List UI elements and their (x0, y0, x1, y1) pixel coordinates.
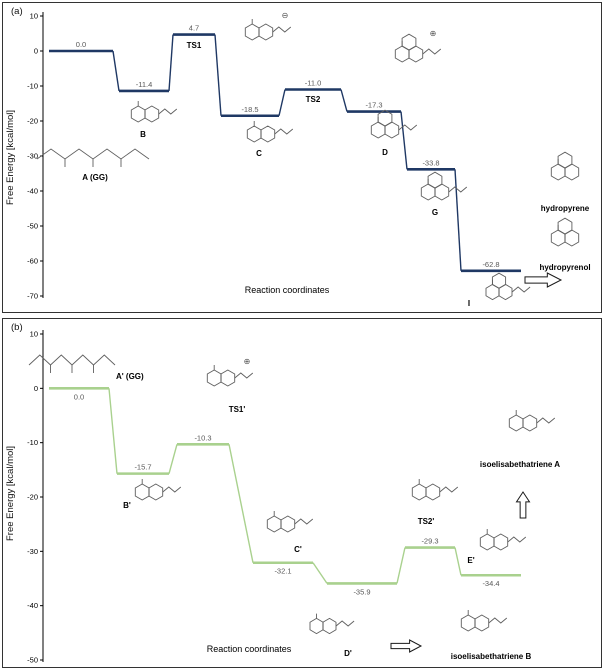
y-tick-label: -10 (27, 438, 38, 447)
profile-connector (312, 562, 328, 584)
structure-Aprime-GG (28, 354, 116, 373)
y-tick-label: 0 (34, 47, 38, 56)
state-label: A (GG) (82, 173, 108, 182)
energy-value-label: 0.0 (74, 392, 84, 401)
structure-G (420, 171, 468, 201)
state-label: TS2 (306, 95, 321, 104)
state-label: D' (344, 649, 352, 658)
charge-symbol: ⊕ (430, 29, 437, 38)
y-tick-label: 0 (34, 384, 38, 393)
energy-value-label: -11.4 (136, 80, 153, 89)
product-label: isoelisabethatriene B (451, 652, 532, 661)
energy-value-label: -15.7 (134, 463, 151, 472)
structure-TS1: ⊖ (244, 11, 292, 41)
state-label: D (382, 148, 388, 157)
profile-connector (228, 444, 254, 563)
y-tick-label: -10 (27, 82, 38, 91)
energy-value-label: -17.3 (365, 101, 382, 110)
y-tick-label: -50 (27, 656, 38, 665)
energy-value-label: -29.3 (421, 537, 438, 546)
panel-a: (a) Free Energy [kcal/mol] 10 0 -10 -20 -30 -… (2, 2, 602, 313)
charge-symbol: ⊖ (282, 11, 289, 20)
energy-value-label: -35.9 (353, 587, 370, 596)
profile-connector (454, 169, 462, 271)
structure-Bprime (134, 479, 182, 501)
structure-hydropyrenol (550, 217, 580, 247)
y-tick-label: -50 (27, 222, 38, 231)
state-label: A' (GG) (116, 372, 144, 381)
state-label: TS1' (229, 405, 246, 414)
state-label: B' (123, 501, 131, 510)
structure-isoelisabethatriene-B (460, 610, 508, 632)
energy-value-label: -18.5 (241, 105, 258, 114)
energy-diagram-a: 10 0 -10 -20 -30 -40 -50 -60 -70 0.0 A (GG) -11.4 B 4… (27, 11, 590, 308)
structure-isoelisabethatriene-A (508, 410, 556, 432)
profile-connector (454, 547, 462, 576)
y-tick-label: -30 (27, 152, 38, 161)
product-label: hydropyrenol (539, 263, 590, 272)
panel-b-letter: (b) (11, 322, 23, 333)
reaction-arrow (515, 491, 531, 519)
reaction-arrow (390, 639, 423, 653)
profile-connector (340, 89, 348, 112)
structure-B (130, 101, 178, 123)
y-tick-label: -20 (27, 117, 38, 126)
state-label: B (140, 130, 146, 139)
profile-connector (108, 388, 118, 474)
y-tick-label: 10 (30, 12, 38, 21)
product-label: isoelisabethatriene A (480, 460, 560, 469)
energy-diagram-b: 10 0 -10 -20 -30 -40 -50 0.0 A' (GG) -15.7 B' -10.3… (27, 330, 560, 665)
structure-D (370, 109, 418, 139)
y-tick-label: -20 (27, 493, 38, 502)
y-tick-label: -40 (27, 187, 38, 196)
structure-TS1prime: ⊕ (206, 357, 254, 387)
structure-hydropyrene (550, 151, 580, 181)
profile-connector (396, 547, 406, 584)
state-label: I (468, 299, 470, 308)
energy-value-label: -34.4 (482, 579, 499, 588)
structure-Dprime (309, 613, 355, 635)
structure-TS2prime (411, 479, 459, 501)
energy-value-label: -10.3 (194, 433, 211, 442)
reaction-arrow (524, 272, 563, 288)
state-label: G (432, 208, 438, 217)
x-axis-title: Reaction coordinates (207, 644, 292, 654)
structure-Cprime (266, 511, 314, 533)
panel-a-letter: (a) (11, 6, 23, 17)
energy-value-label: -62.8 (482, 260, 499, 269)
state-label: C' (294, 545, 302, 554)
energy-value-label: -11.0 (305, 79, 322, 88)
structure-Eprime (479, 529, 527, 551)
state-label: TS2' (418, 517, 435, 526)
profile-connector (214, 34, 222, 116)
y-tick-label: -40 (27, 601, 38, 610)
structure-I (485, 272, 531, 301)
state-label: E' (467, 556, 474, 565)
profile-connector (168, 34, 174, 91)
structure-A-GG (36, 148, 150, 167)
energy-value-label: 0.0 (76, 40, 86, 49)
product-label: hydropyrene (541, 204, 590, 213)
energy-value-label: -33.8 (422, 158, 439, 167)
profile-connector (278, 89, 286, 116)
profile-connector (168, 444, 178, 474)
profile-connector (112, 50, 120, 92)
energy-value-label: -32.1 (274, 567, 291, 576)
y-axis-title-a: Free Energy [kcal/mol] (5, 109, 16, 206)
structure-TS2: ⊕ (394, 29, 442, 63)
state-label: C (256, 149, 262, 158)
y-tick-label: -60 (27, 257, 38, 266)
energy-value-label: 4.7 (189, 24, 199, 33)
state-label: TS1 (187, 41, 202, 50)
y-tick-label: 10 (30, 330, 38, 339)
charge-symbol: ⊕ (244, 357, 251, 366)
structure-C (246, 121, 294, 143)
y-axis-title-b: Free Energy [kcal/mol] (5, 445, 16, 541)
panel-b: (b) Free Energy [kcal/mol] 10 0 -10 -20 -30 -… (2, 318, 602, 668)
y-tick-label: -70 (27, 292, 38, 301)
y-tick-label: -30 (27, 547, 38, 556)
profile-connector (400, 111, 408, 170)
x-axis-title: Reaction coordinates (245, 285, 330, 295)
